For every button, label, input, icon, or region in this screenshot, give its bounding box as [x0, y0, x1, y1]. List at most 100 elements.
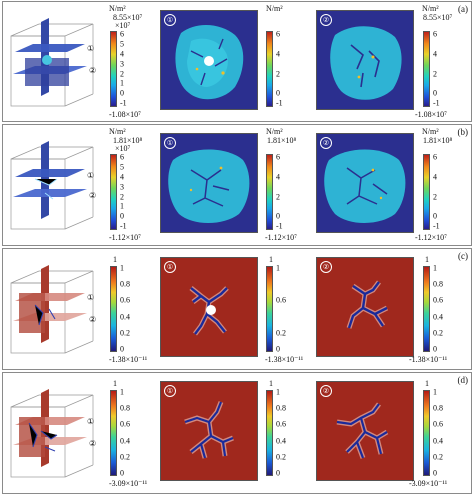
tick: 2 [120, 69, 124, 79]
tick: -1 [120, 221, 127, 231]
damage-map-1: ① [160, 381, 258, 481]
colorbar-ticks: 6 4 2 0 -1 [276, 152, 286, 231]
tick: 3 [120, 182, 124, 192]
stress-map-2: ② [316, 10, 414, 110]
colorbar-ticks: 1 0.8 0.6 0.4 0.2 0 [433, 263, 443, 354]
cube-mark-2: ② [89, 66, 97, 75]
cube-mark-2: ② [89, 315, 97, 324]
tick: 0.2 [120, 452, 130, 462]
tick: 0 [276, 211, 280, 221]
view-marker: ② [320, 14, 332, 26]
colorbar-max: 1.81×10⁸ [267, 136, 297, 145]
colorbar-max: 1 [425, 255, 429, 264]
cube-mark-2: ② [89, 439, 97, 448]
colorbar [423, 390, 430, 476]
colorbar-max: 8.55×10⁷ [113, 13, 143, 22]
colorbar-ticks: 6 4 2 0 -1 [433, 29, 443, 108]
tick: 0.8 [433, 279, 443, 289]
panel-label: (a) [458, 4, 468, 14]
tick: -1 [433, 221, 440, 231]
view-marker: ① [164, 14, 176, 26]
tick: 4 [433, 49, 437, 59]
damage-map-2: ② [316, 257, 414, 357]
tick: 2 [433, 192, 437, 202]
tick: -1 [276, 98, 283, 108]
view-marker: ② [320, 137, 332, 149]
view-marker: ① [164, 385, 176, 397]
colorbar [423, 31, 430, 107]
tick: 0.4 [433, 312, 443, 322]
colorbar [110, 266, 117, 352]
tick: 0 [120, 211, 124, 221]
tick: 1 [433, 387, 437, 397]
damage-map-2: ② [316, 381, 414, 481]
tick: 2 [120, 192, 124, 202]
colorbar-max: 1 [269, 255, 273, 264]
tick: 0.8 [120, 403, 130, 413]
colorbar-ticks: 1 0.8 0.6 0.4 0.2 0 [276, 387, 286, 478]
colorbar-ticks: 1 0.8 0.6 0.4 0.2 0 [433, 387, 443, 478]
colorbar-min: -1.38×10⁻¹¹ [409, 355, 448, 364]
tick: 0.6 [276, 295, 286, 305]
stress-map-2: ② [316, 133, 414, 233]
tick: 0 [433, 88, 437, 98]
tick: 0.4 [120, 312, 130, 322]
colorbar-ticks: 6 4 2 0 -1 [433, 153, 443, 231]
tick: 1 [120, 263, 124, 273]
tick: 0.8 [276, 403, 286, 413]
tick: 1 [120, 201, 124, 211]
tick: 5 [120, 39, 124, 49]
tick: 0.6 [120, 295, 130, 305]
tick: 4 [120, 172, 124, 182]
panel-label: (c) [458, 251, 468, 261]
tick: 0.8 [433, 403, 443, 413]
cube-3d-view: ① ② [5, 16, 103, 112]
colorbar-exponent: ×10⁷ [115, 21, 131, 30]
tick: 6 [433, 29, 437, 39]
colorbar-min: -1.38×10⁻¹¹ [109, 355, 148, 364]
tick: -1 [433, 98, 440, 108]
tick: -1 [120, 98, 127, 108]
tick: 5 [120, 162, 124, 172]
tick: 0 [433, 468, 437, 478]
tick: 0.6 [433, 419, 443, 429]
colorbar-max: 1 [425, 379, 429, 388]
colorbar-max: 1.81×10⁸ [113, 136, 143, 145]
cube-mark-1: ① [87, 417, 95, 426]
cube-mark-1: ① [87, 171, 95, 180]
panel-d: (d) ① ② 1 1 0.8 0.6 0.4 0.2 0 -3.09×10⁻¹… [2, 372, 472, 494]
colorbar [266, 266, 273, 352]
tick: 0.2 [433, 328, 443, 338]
stress-map-1: ① [160, 10, 258, 110]
cube-diagram [10, 141, 94, 230]
view-marker: ② [320, 385, 332, 397]
tick: 4 [276, 172, 280, 182]
view-marker: ② [320, 261, 332, 273]
tick: 4 [120, 49, 124, 59]
tick: 0.2 [276, 328, 286, 338]
stress-map-1: ① [160, 133, 258, 233]
tick: 0 [120, 88, 124, 98]
colorbar [266, 154, 273, 230]
tick: 0 [433, 211, 437, 221]
colorbar-max: 1 [113, 255, 117, 264]
view-marker: ① [164, 261, 176, 273]
tick: 0 [120, 468, 124, 478]
tick: 0 [276, 88, 280, 98]
colorbar-max: 1.81×10⁸ [423, 136, 453, 145]
colorbar-ticks: 1 0.6 0.2 0 [276, 263, 286, 354]
colorbar-ticks: 6 4 2 0 -1 [276, 30, 286, 108]
colorbar-ticks: 6 5 4 3 2 1 0 -1 [120, 29, 130, 108]
cube-3d-view: ① ② [5, 387, 103, 483]
tick: 0.6 [433, 295, 443, 305]
tick: 6 [120, 29, 124, 39]
tick: 4 [433, 172, 437, 182]
tick: 1 [120, 78, 124, 88]
tick: 2 [433, 69, 437, 79]
tick: 6 [276, 152, 280, 162]
colorbar-ticks: 1 0.8 0.6 0.4 0.2 0 [120, 263, 130, 354]
colorbar-unit: N/m² [266, 4, 283, 13]
tick: 0.2 [120, 328, 130, 338]
tick: 0 [433, 344, 437, 354]
colorbar-max: 1 [269, 379, 273, 388]
